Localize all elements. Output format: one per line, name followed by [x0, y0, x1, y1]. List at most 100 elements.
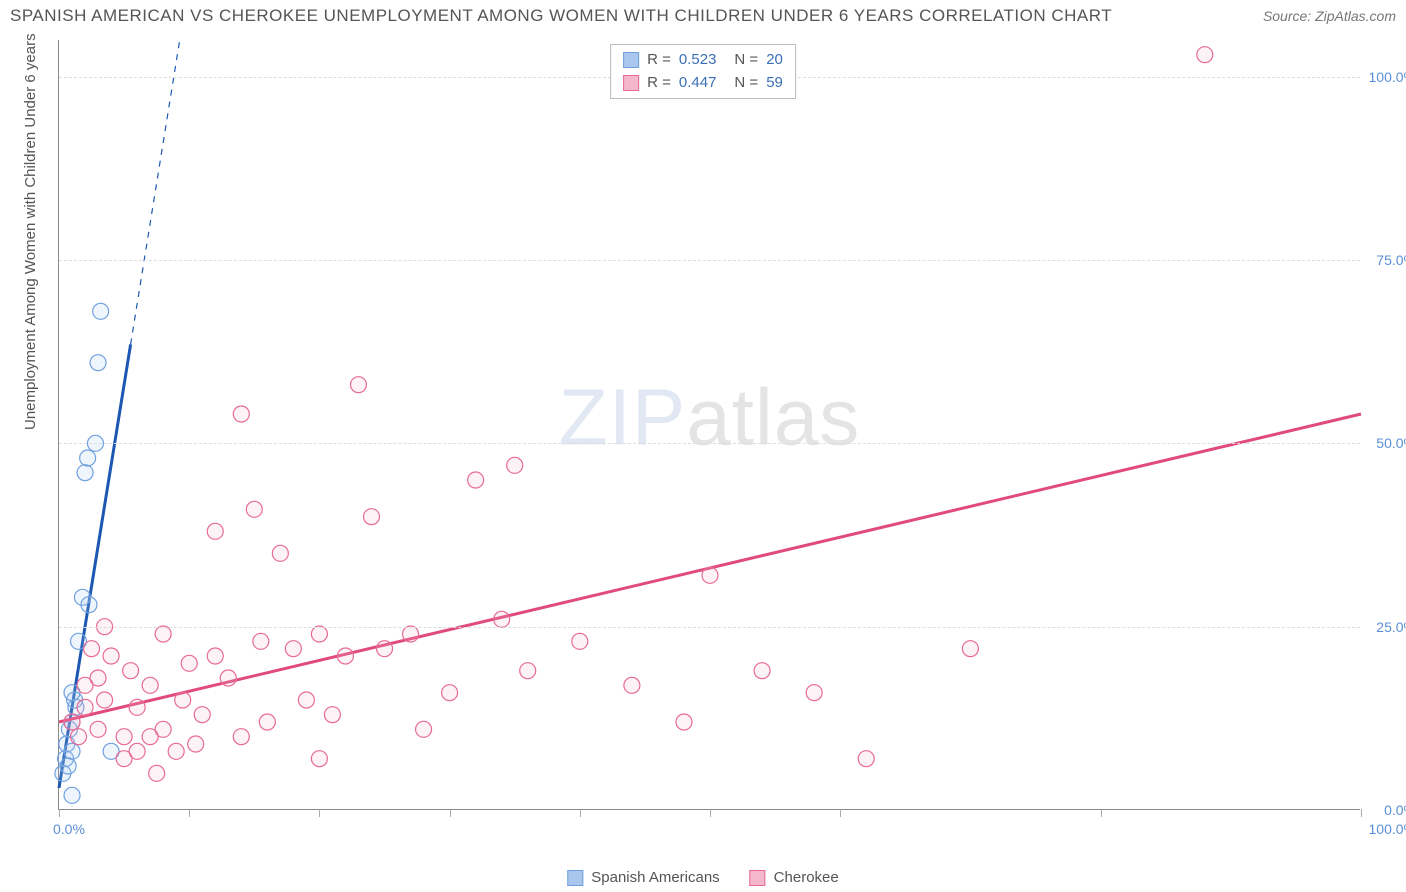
data-point [285, 641, 301, 657]
data-point [377, 641, 393, 657]
chart-title: SPANISH AMERICAN VS CHEROKEE UNEMPLOYMEN… [10, 6, 1112, 26]
data-point [103, 648, 119, 664]
data-point [64, 714, 80, 730]
data-point [194, 707, 210, 723]
data-point [181, 655, 197, 671]
data-point [754, 663, 770, 679]
data-point [259, 714, 275, 730]
x-tick-label-right: 100.0% [1369, 821, 1406, 837]
data-point [520, 663, 536, 679]
data-point [129, 699, 145, 715]
legend-label: Spanish Americans [591, 869, 719, 886]
data-point [90, 670, 106, 686]
data-point [188, 736, 204, 752]
data-point [363, 509, 379, 525]
stats-r-label: R = [647, 49, 671, 72]
data-point [90, 355, 106, 371]
data-point [97, 692, 113, 708]
data-point [207, 523, 223, 539]
gridline-h [59, 627, 1360, 628]
data-point [71, 729, 87, 745]
data-point [311, 751, 327, 767]
data-point [155, 721, 171, 737]
legend-swatch [750, 870, 766, 886]
data-point [962, 641, 978, 657]
data-point [93, 303, 109, 319]
stats-row: R = 0.523 N = 20 [623, 49, 783, 72]
data-point [81, 597, 97, 613]
stats-n-label: N = [734, 49, 758, 72]
stats-n-label: N = [734, 72, 758, 95]
data-point [155, 626, 171, 642]
data-point [77, 699, 93, 715]
data-point [207, 648, 223, 664]
data-point [84, 641, 100, 657]
data-point [246, 501, 262, 517]
chart-area: ZIPatlas 0.0%25.0%50.0%75.0%100.0%0.0%10… [58, 40, 1360, 810]
x-tick-label-left: 0.0% [53, 821, 85, 837]
data-point [60, 758, 76, 774]
y-tick-label: 100.0% [1369, 69, 1406, 85]
correlation-stats-box: R = 0.523 N = 20 R = 0.447 N = 59 [610, 44, 796, 99]
x-tick [840, 809, 841, 817]
data-point [468, 472, 484, 488]
data-point [442, 685, 458, 701]
data-point [1197, 47, 1213, 63]
data-point [220, 670, 236, 686]
legend-item: Cherokee [750, 869, 839, 886]
x-tick [580, 809, 581, 817]
data-point [403, 626, 419, 642]
y-tick-label: 0.0% [1384, 802, 1406, 818]
data-point [806, 685, 822, 701]
data-point [90, 721, 106, 737]
data-point [175, 692, 191, 708]
data-point [676, 714, 692, 730]
data-point [233, 729, 249, 745]
data-point [149, 765, 165, 781]
y-tick-label: 25.0% [1376, 619, 1406, 635]
data-point [507, 457, 523, 473]
data-point [572, 633, 588, 649]
data-point [253, 633, 269, 649]
x-tick [710, 809, 711, 817]
x-tick [189, 809, 190, 817]
stats-row: R = 0.447 N = 59 [623, 72, 783, 95]
data-point [702, 567, 718, 583]
data-point [298, 692, 314, 708]
trend-line-dashed [131, 40, 180, 344]
stats-swatch [623, 75, 639, 91]
series-legend: Spanish Americans Cherokee [567, 869, 838, 886]
data-point [311, 626, 327, 642]
data-point [416, 721, 432, 737]
data-point [116, 729, 132, 745]
x-tick [1361, 809, 1362, 817]
gridline-h [59, 443, 1360, 444]
x-tick [59, 809, 60, 817]
data-point [324, 707, 340, 723]
stats-r-label: R = [647, 72, 671, 95]
data-point [168, 743, 184, 759]
data-point [272, 545, 288, 561]
data-point [80, 450, 96, 466]
legend-item: Spanish Americans [567, 869, 719, 886]
data-point [350, 377, 366, 393]
data-point [64, 787, 80, 803]
x-tick [1101, 809, 1102, 817]
stats-n-value: 20 [766, 49, 783, 72]
y-tick-label: 50.0% [1376, 435, 1406, 451]
title-bar: SPANISH AMERICAN VS CHEROKEE UNEMPLOYMEN… [10, 6, 1396, 26]
x-tick [319, 809, 320, 817]
y-tick-label: 75.0% [1376, 252, 1406, 268]
data-point [129, 743, 145, 759]
stats-r-value: 0.523 [679, 49, 717, 72]
stats-r-value: 0.447 [679, 72, 717, 95]
data-point [77, 465, 93, 481]
legend-swatch [567, 870, 583, 886]
y-axis-title: Unemployment Among Women with Children U… [22, 33, 39, 430]
data-point [64, 743, 80, 759]
data-point [123, 663, 139, 679]
legend-label: Cherokee [774, 869, 839, 886]
stats-n-value: 59 [766, 72, 783, 95]
data-point [233, 406, 249, 422]
x-tick [450, 809, 451, 817]
